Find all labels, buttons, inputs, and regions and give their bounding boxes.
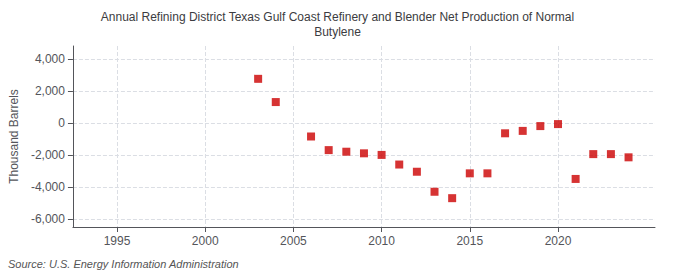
svg-text:Butylene: Butylene xyxy=(314,25,361,39)
svg-text:2,000: 2,000 xyxy=(35,84,65,98)
svg-text:-6,000: -6,000 xyxy=(31,212,65,226)
svg-text:Annual Refining District Texas: Annual Refining District Texas Gulf Coas… xyxy=(101,10,574,24)
svg-text:2005: 2005 xyxy=(280,234,307,248)
svg-text:Thousand Barrels: Thousand Barrels xyxy=(7,89,21,184)
svg-text:4,000: 4,000 xyxy=(35,52,65,66)
svg-text:Source: U.S. Energy Informatio: Source: U.S. Energy Information Administ… xyxy=(8,258,239,270)
svg-text:2000: 2000 xyxy=(192,234,219,248)
svg-text:-2,000: -2,000 xyxy=(31,148,65,162)
svg-text:0: 0 xyxy=(58,116,65,130)
svg-text:-4,000: -4,000 xyxy=(31,180,65,194)
svg-text:1995: 1995 xyxy=(104,234,131,248)
svg-text:2010: 2010 xyxy=(368,234,395,248)
svg-text:2015: 2015 xyxy=(456,234,483,248)
svg-text:2020: 2020 xyxy=(545,234,572,248)
